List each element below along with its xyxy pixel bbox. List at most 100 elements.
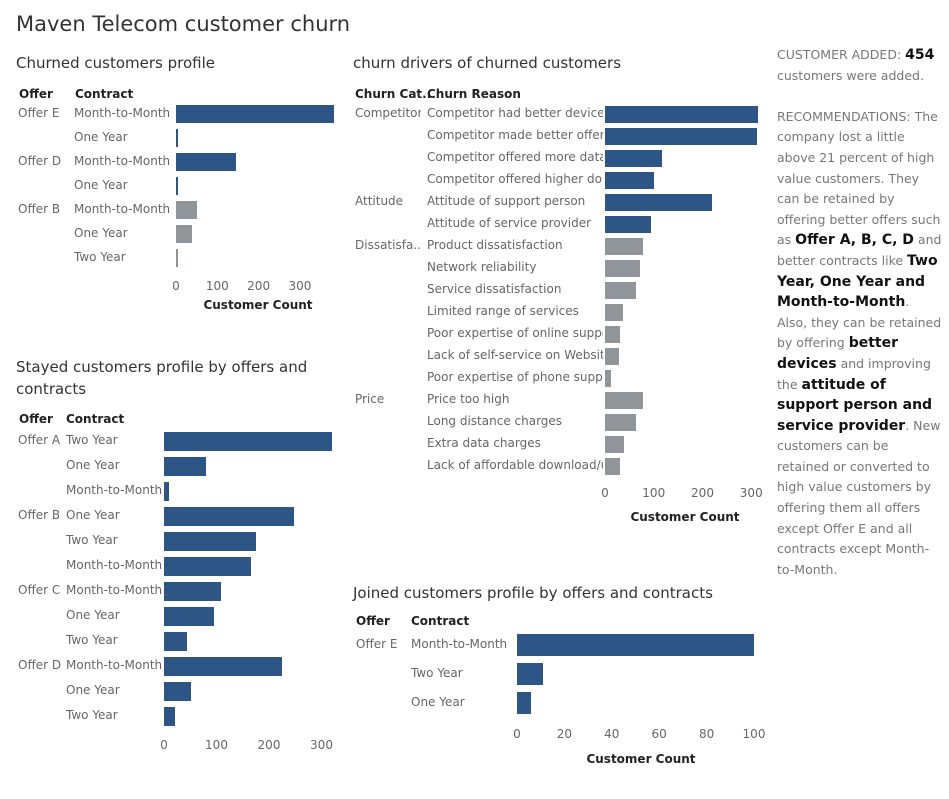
churned-row-label: One Year [74,178,128,192]
drivers-row-label: Lack of affordable download/u.. [427,458,603,472]
stayed-row-label: Month-to-Month [66,483,162,497]
churned-row-label: One Year [74,130,128,144]
drivers-row-label: Network reliability [427,260,537,274]
drivers-bar [605,391,644,409]
drivers-group-label: Competitor [355,106,421,120]
stayed-bar [164,481,170,501]
stayed-group-label: Offer B [18,508,61,522]
stayed-bar [164,656,283,676]
stayed-group-label: Offer C [18,583,61,597]
stayed-bar [164,456,206,476]
joined-tick-label: 60 [651,727,667,741]
drivers-bar [605,171,654,189]
joined-panel-title: Joined customers profile by offers and c… [353,584,713,602]
added-count: 454 [905,47,935,63]
stayed-row-label: Month-to-Month [66,558,162,572]
drivers-axis-title: Customer Count [630,510,740,524]
stayed-row-label: Two Year [66,533,118,547]
drivers-bar [605,369,611,387]
joined-tick-label: 100 [742,727,766,741]
churned-panel-title: Churned customers profile [16,54,216,72]
stayed-row-label: One Year [66,508,120,522]
drivers-bar [605,237,643,255]
drivers-row-label: Limited range of services [427,304,579,318]
churned-row-label: Month-to-Month [74,106,171,120]
joined-bar [517,634,754,656]
drivers-tick-label: 0 [601,486,609,500]
stayed-offer-header: Offer [19,412,53,426]
drivers-row-label: Competitor had better devices [427,106,603,120]
churned-group-label: Offer B [18,202,61,216]
churned-tick-label: 200 [247,279,271,293]
churned-bar [176,177,179,195]
drivers-reason-header: Churn Reason [427,87,521,101]
drivers-tick-label: 100 [642,486,666,500]
stayed-bar [164,631,188,651]
joined-offer-header: Offer [356,614,390,628]
drivers-row-label: Competitor offered higher do.. [427,172,603,186]
stayed-row-label: One Year [66,458,120,472]
added-label: CUSTOMER ADDED: [777,47,902,62]
drivers-bar [605,127,757,145]
churned-group-label: Offer E [18,106,60,120]
drivers-bar [605,193,713,211]
churned-bar [176,201,198,219]
stayed-group-label: Offer A [18,433,61,447]
recommendations-text-2: and better contracts like [777,232,942,268]
joined-axis-title: Customer Count [586,752,696,766]
joined-row-label: One Year [411,695,465,709]
churned-bar [176,153,236,171]
drivers-bar [605,435,624,453]
added-suffix: customers were added. [777,67,924,83]
churned-offer-header: Offer [19,87,53,101]
drivers-row-label: Competitor offered more data [427,150,603,164]
drivers-bar [605,303,624,321]
churned-row-label: Month-to-Month [74,154,171,168]
stayed-bar [164,706,175,726]
joined-tick-label: 0 [513,727,521,741]
joined-contract-header: Contract [411,614,470,628]
recommendations-text-3: . Also, they can be retained by offering [777,294,942,351]
drivers-bar [605,215,651,233]
drivers-panel-title: churn drivers of churned customers [353,54,622,72]
stayed-row-label: Two Year [66,633,118,647]
churned-row-label: Month-to-Month [74,202,171,216]
stayed-contract-header: Contract [66,412,125,426]
drivers-row-label: Service dissatisfaction [427,282,562,296]
drivers-row-label: Long distance charges [427,414,563,428]
churned-tick-label: 100 [205,279,229,293]
stayed-row-label: One Year [66,683,120,697]
drivers-group-label: Dissatisfa.. [355,238,421,252]
drivers-row-label: Poor expertise of phone suppo.. [427,370,603,384]
drivers-bar [605,457,620,475]
drivers-tick-label: 200 [691,486,714,500]
joined-row-label: Month-to-Month [411,637,508,651]
joined-bar [517,663,544,685]
joined-tick-label: 20 [556,727,573,741]
churned-bar [176,129,178,147]
stayed-row-label: Two Year [66,433,118,447]
joined-tick-label: 40 [604,727,620,741]
drivers-bar [605,413,637,431]
dashboard-title: Maven Telecom customer churn [16,12,351,36]
stayed-bar [164,506,294,526]
churned-bar [176,105,335,123]
churned-tick-label: 0 [172,279,180,293]
stayed-tick-label: 300 [310,738,333,752]
recommendations-text-5: . New customers can be retained or conve… [777,417,941,577]
joined-tick-label: 80 [698,727,715,741]
stayed-bar [164,581,221,601]
drivers-row-label: Attitude of service provider [427,216,592,230]
drivers-bar [605,259,641,277]
stayed-row-label: Month-to-Month [66,583,162,597]
stayed-bar [164,556,251,576]
drivers-bar [605,347,620,365]
stayed-tick-label: 100 [205,738,228,752]
recommended-devices: better devices [777,335,899,372]
churned-axis-title: Customer Count [203,298,313,312]
churned-row-label: Two Year [74,250,126,264]
joined-bar [517,692,532,714]
recommended-offers: Offer A, B, C, D [795,232,914,249]
drivers-row-label: Product dissatisfaction [427,238,563,252]
stayed-bar [164,431,332,451]
